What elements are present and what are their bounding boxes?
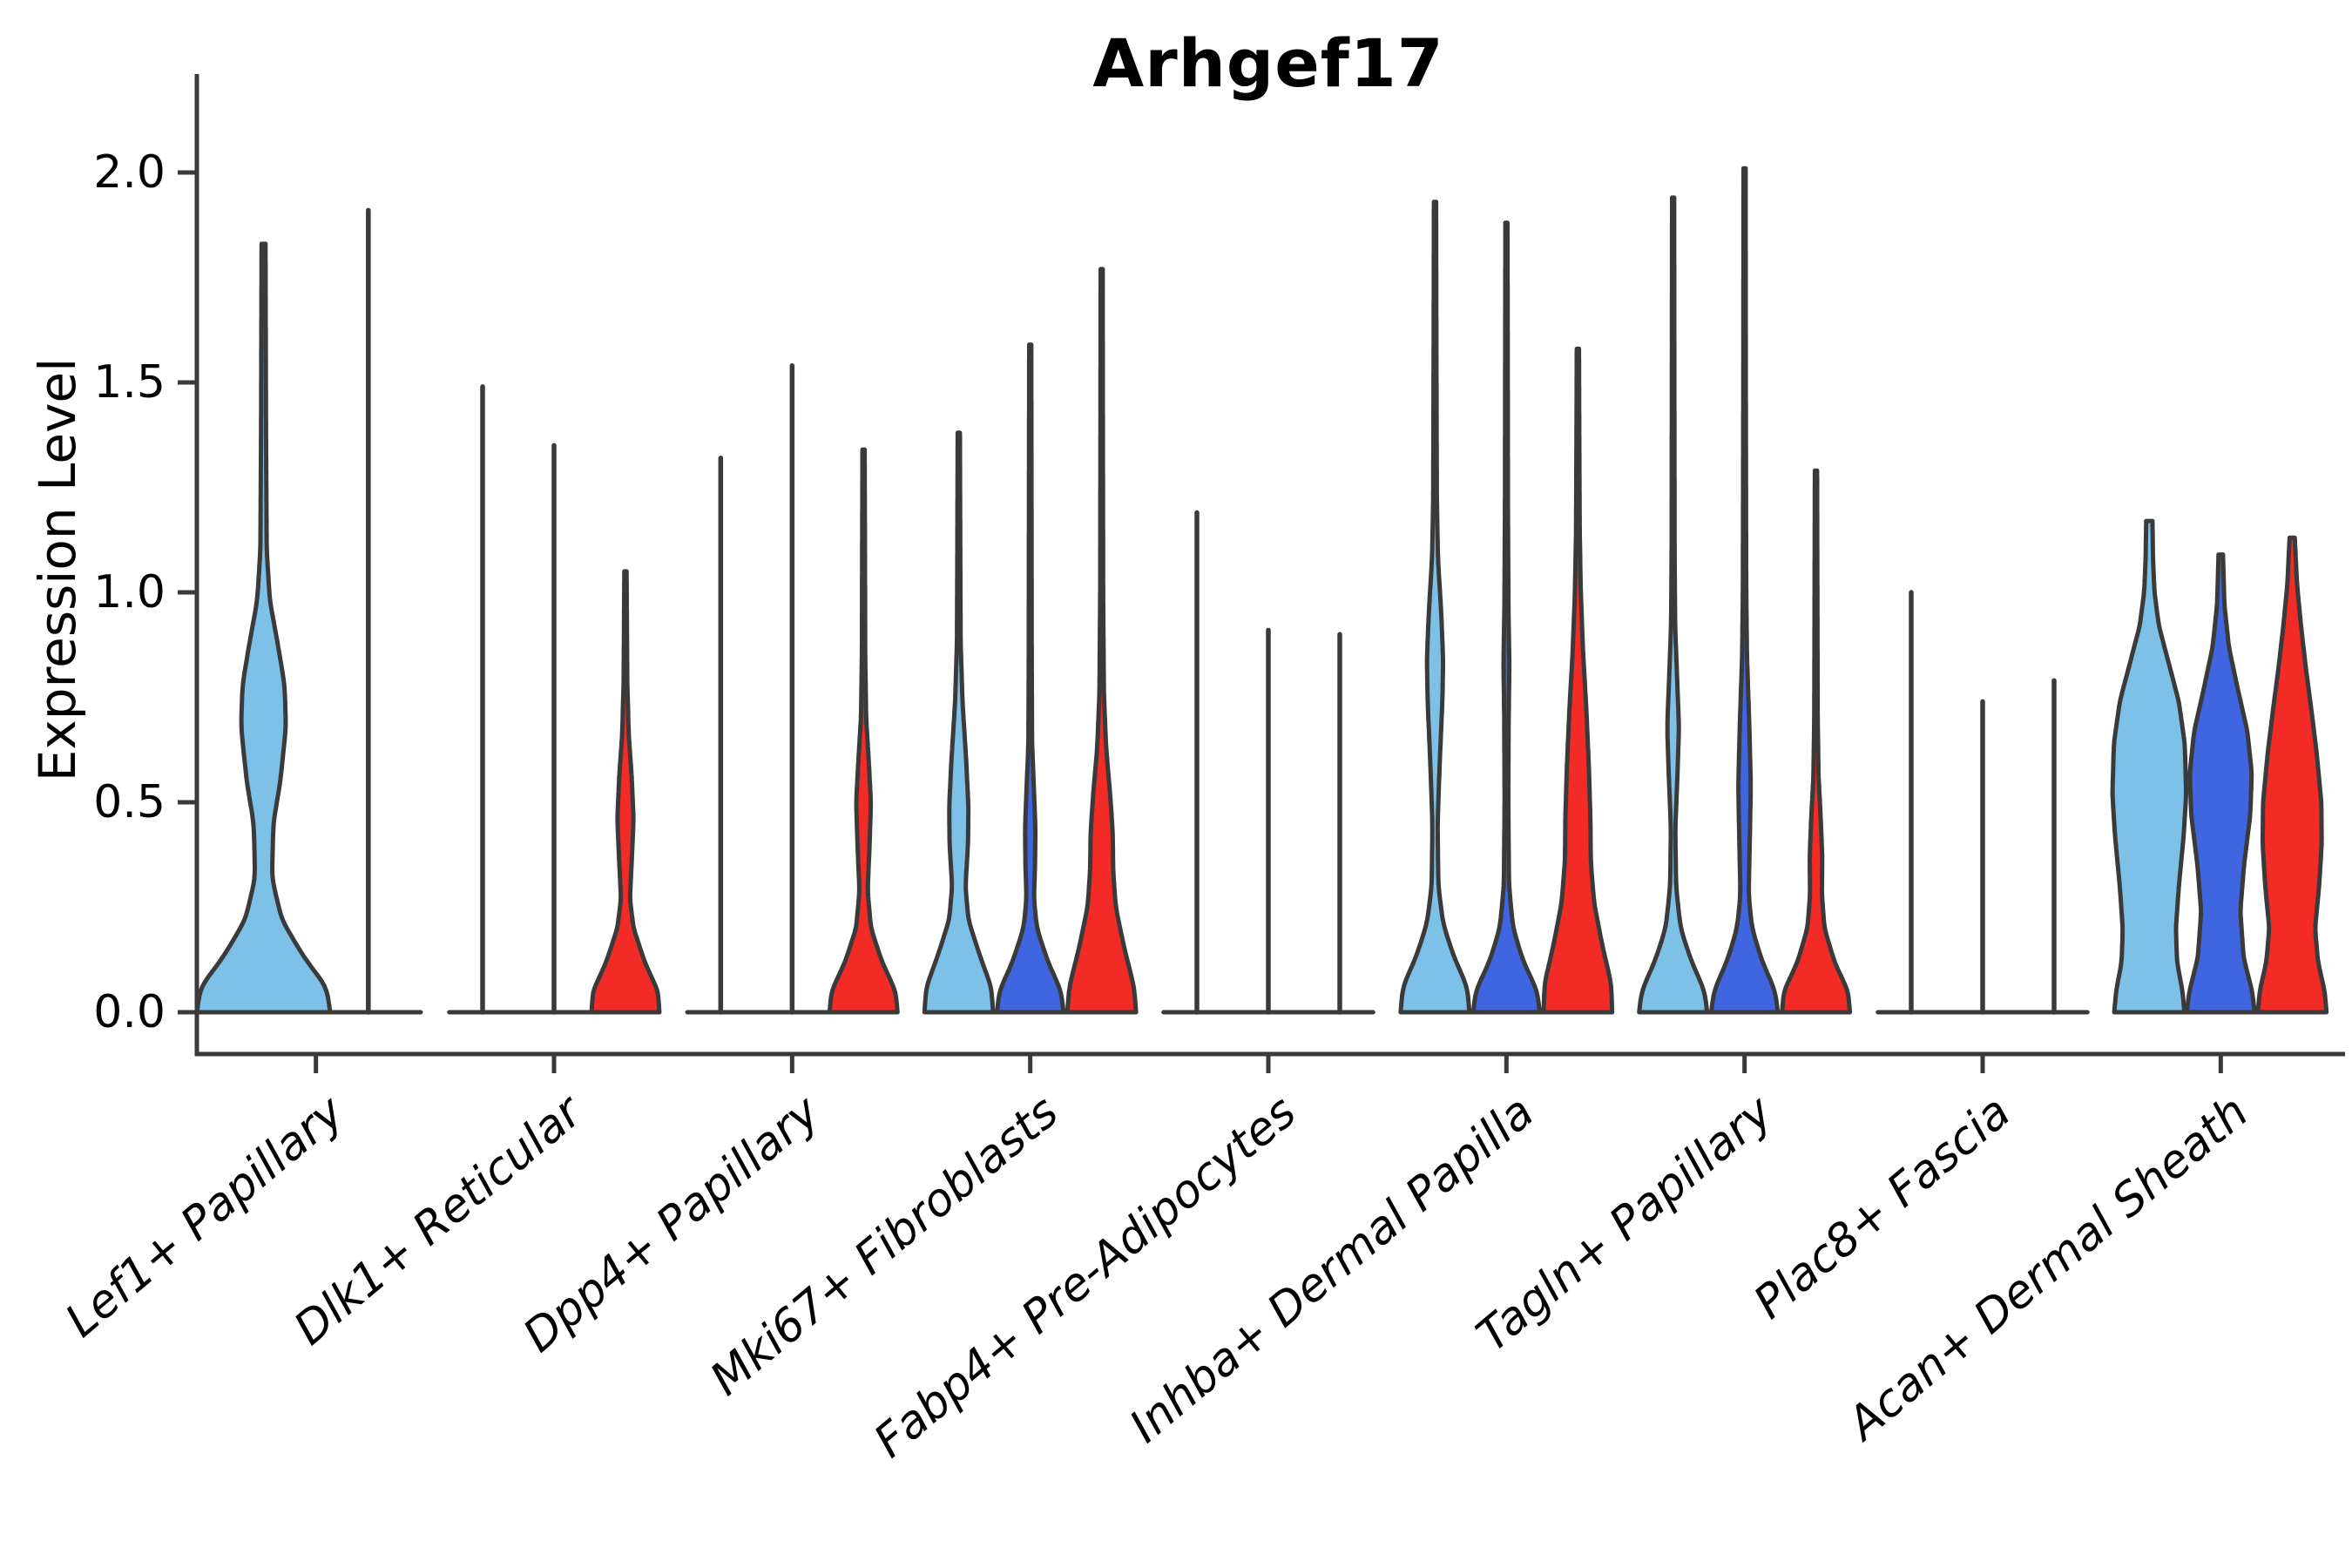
violin-royal_blue: [2184, 552, 2257, 1015]
violin-red: [1780, 468, 1853, 1015]
violin-red: [1541, 346, 1615, 1015]
violin-light_blue: [1398, 199, 1472, 1015]
plot-title: Arhgef17: [1092, 24, 1444, 102]
violin-light_blue: [1637, 195, 1710, 1015]
y-tick-label: 1.0: [93, 566, 166, 618]
violin-light_blue: [2110, 518, 2188, 1015]
y-tick-label: 1.5: [93, 356, 166, 409]
violin-royal_blue: [995, 342, 1066, 1015]
violin-red: [1064, 267, 1139, 1015]
violin-royal_blue: [1709, 166, 1781, 1015]
violin-royal_blue: [1470, 220, 1542, 1015]
y-tick-label: 0.0: [93, 986, 166, 1038]
violin-red: [2255, 535, 2329, 1015]
violin-light_blue: [922, 430, 996, 1015]
violin-red: [827, 447, 900, 1015]
violin-red: [589, 569, 662, 1015]
y-tick-label: 0.5: [93, 776, 166, 828]
y-tick-label: 2.0: [93, 146, 166, 199]
violin-light_blue: [194, 241, 333, 1015]
